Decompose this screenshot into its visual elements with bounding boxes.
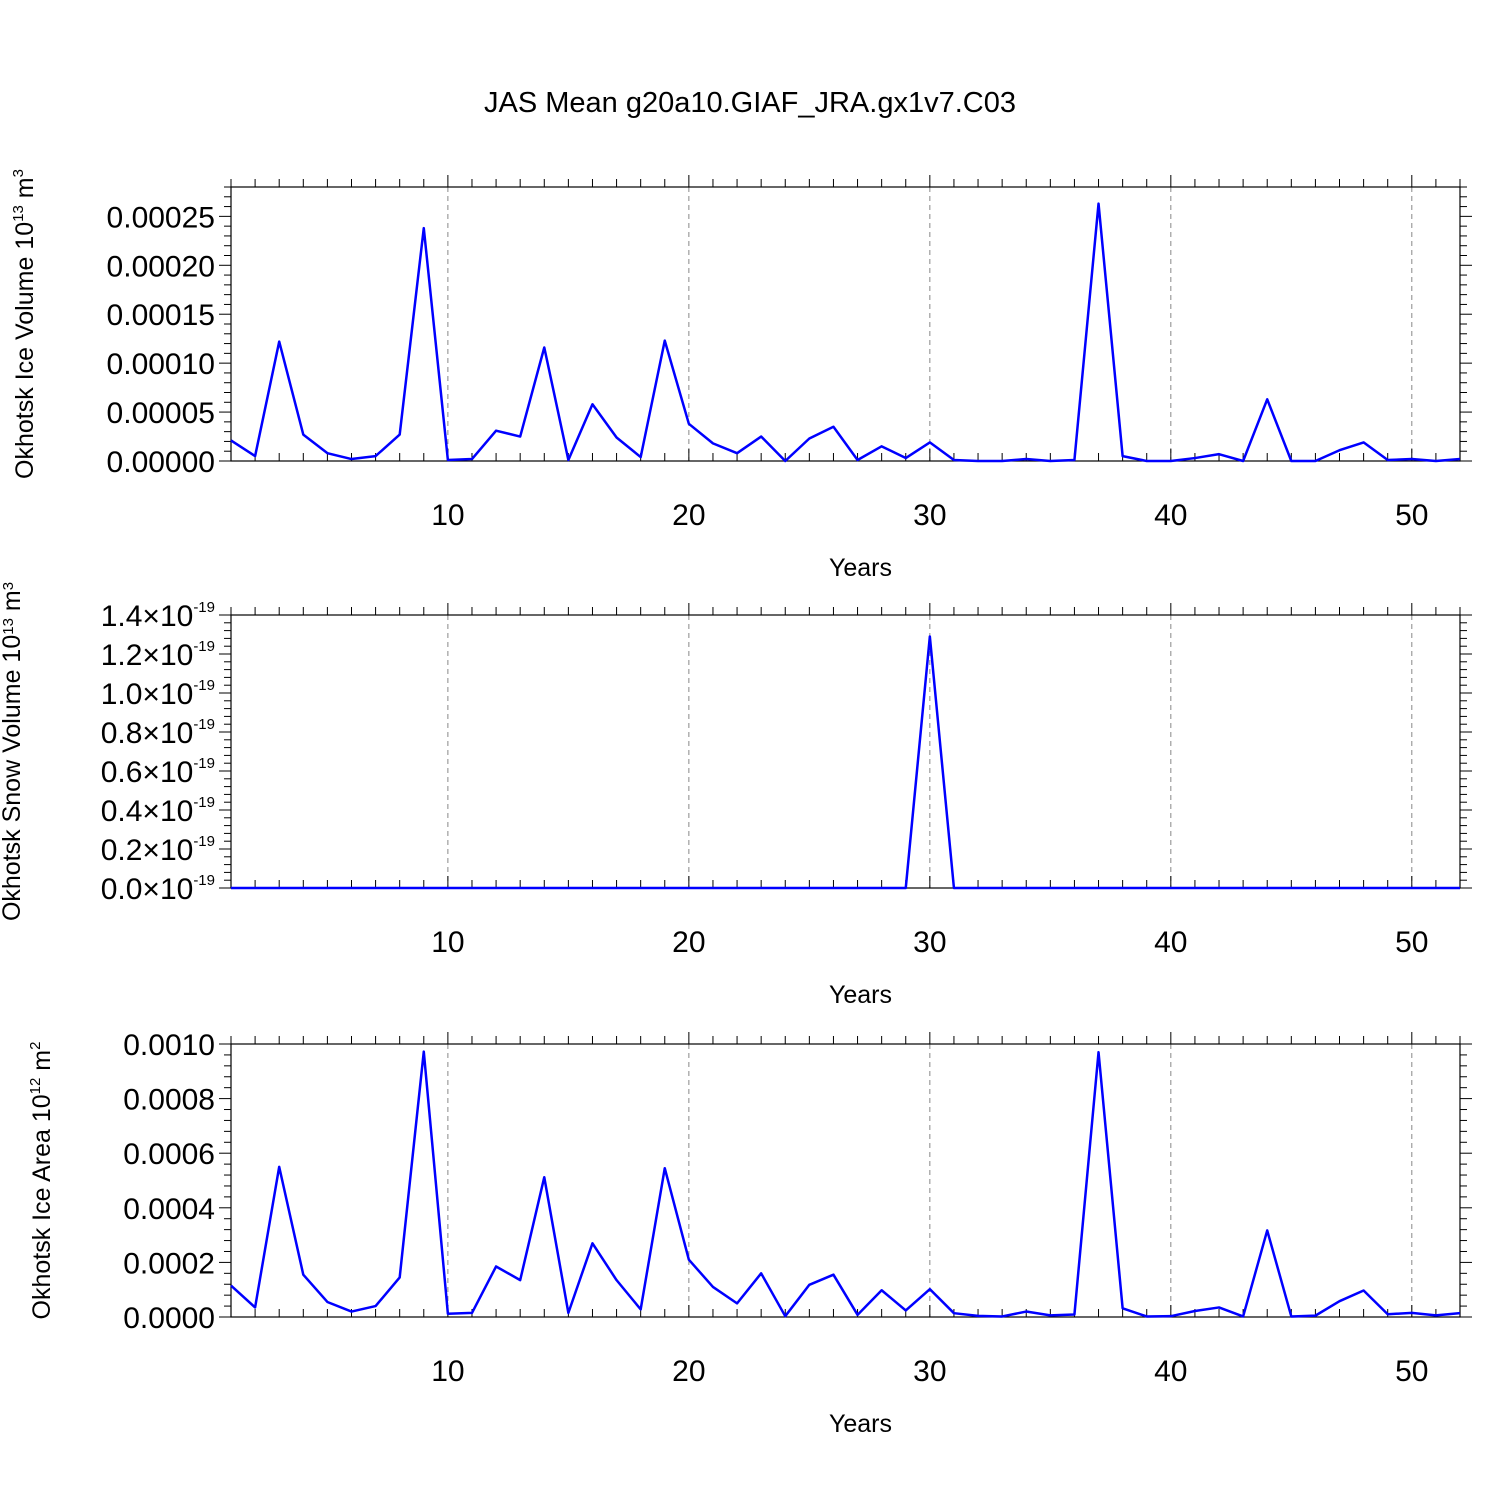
y-tick-label: 0.00025 (107, 201, 215, 234)
y-axis-label-base: Okhotsk Ice Area 10 (28, 1094, 56, 1319)
x-tick-label: 30 (913, 1355, 946, 1388)
y-tick-label-base: 0.0×10 (101, 873, 194, 906)
x-tick-label: 10 (431, 926, 464, 959)
x-tick-label: 20 (672, 499, 705, 532)
y-tick-label-exponent: -19 (193, 833, 215, 850)
y-tick-label: 0.00005 (107, 397, 215, 430)
y-axis-label-unit: m (28, 1050, 56, 1078)
x-tick-label: 40 (1154, 926, 1187, 959)
y-tick-label: 0.2×10-19 (101, 833, 215, 867)
y-tick-label: 0.0002 (123, 1247, 215, 1280)
plot-frame (230, 614, 1461, 889)
series-line-1 (231, 635, 1460, 890)
series-line-1 (230, 1050, 1461, 1318)
y-tick-label-base: 0.6×10 (101, 756, 194, 789)
y-tick-label-base: 1.0×10 (101, 678, 194, 711)
x-tick-label: 20 (672, 926, 705, 959)
y-axis-label: Okhotsk Ice Volume 1013 m3 (10, 169, 39, 479)
y-axis-label-exponent: 13 (0, 618, 17, 635)
y-axis-label-base: Okhotsk Ice Volume 10 (11, 222, 39, 479)
y-tick-label-exponent: -19 (193, 794, 215, 811)
y-axis-label-unit-exponent: 3 (10, 169, 27, 177)
y-axis-label-base: Okhotsk Snow Volume 10 (0, 635, 26, 921)
y-axis-label-exponent: 13 (10, 205, 27, 222)
y-tick-label-exponent: -19 (193, 716, 215, 733)
y-tick-label: 0.00020 (107, 250, 215, 283)
y-tick-label: 0.4×10-19 (101, 794, 215, 828)
y-tick-label-base: 0.2×10 (101, 834, 194, 867)
x-tick-label: 10 (431, 1355, 464, 1388)
x-tick-label: 50 (1395, 499, 1428, 532)
y-tick-label-base: 0.8×10 (101, 717, 194, 750)
y-tick-label: 0.00000 (107, 446, 215, 479)
x-tick-label: 40 (1154, 499, 1187, 532)
y-tick-label: 0.8×10-19 (101, 716, 215, 750)
plots-container: 10 20 30 40 50 0.00000 0.00005 0.00010 0.00015 0.… (0, 169, 1472, 1438)
x-tick-label: 20 (672, 1355, 705, 1388)
y-axis-label-unit-exponent: 2 (27, 1042, 44, 1050)
x-axis-label: Years (829, 1410, 892, 1438)
y-tick-label: 0.0006 (123, 1138, 215, 1171)
chart-panel-1: 10 20 30 40 50 0.00000 0.00005 0.00010 0.00015 0.… (10, 169, 1472, 582)
y-axis-label-exponent: 12 (27, 1078, 44, 1095)
y-tick-label-exponent: -19 (193, 755, 215, 772)
x-axis-label: Years (829, 554, 892, 582)
y-tick-label-exponent: -19 (193, 872, 215, 889)
y-tick-label-exponent: -19 (193, 677, 215, 694)
x-tick-label: 50 (1395, 1355, 1428, 1388)
y-tick-label: 0.0×10-19 (101, 872, 215, 906)
y-tick-label: 0.0008 (123, 1084, 215, 1117)
y-axis-label-unit: m (0, 590, 26, 618)
y-axis-label: Okhotsk Ice Area 1012 m2 (27, 1042, 56, 1320)
y-tick-label-exponent: -19 (193, 638, 215, 655)
y-axis-label-unit: m (11, 177, 39, 205)
y-tick-label-base: 0.4×10 (101, 795, 194, 828)
figure-title: JAS Mean g20a10.GIAF_JRA.gx1v7.C03 (484, 87, 1016, 119)
plot-frame (230, 1043, 1461, 1318)
y-tick-label: 0.0000 (123, 1302, 215, 1335)
y-tick-label: 1.4×10-19 (101, 599, 215, 633)
y-tick-label: 1.0×10-19 (101, 677, 215, 711)
y-axis-label-unit-exponent: 3 (0, 582, 17, 590)
x-tick-label: 10 (431, 499, 464, 532)
y-tick-label: 0.00015 (107, 299, 215, 332)
series-line-1 (230, 202, 1461, 463)
x-tick-label: 40 (1154, 1355, 1187, 1388)
y-tick-label: 0.6×10-19 (101, 755, 215, 789)
chart-panel-3: 10 20 30 40 50 0.0000 0.0002 0.0004 0.0006 0.0008… (27, 1029, 1472, 1438)
y-tick-label: 1.2×10-19 (101, 638, 215, 672)
x-tick-label: 30 (913, 499, 946, 532)
x-tick-label: 30 (913, 926, 946, 959)
y-tick-label-base: 1.2×10 (101, 639, 194, 672)
y-tick-label: 0.00010 (107, 348, 215, 381)
chart-panel-2: 10 20 30 40 500.0×10-190.2×10-190.4×10-190.6… (0, 582, 1472, 1009)
y-tick-label: 0.0004 (123, 1193, 215, 1226)
y-tick-label-base: 1.4×10 (101, 600, 194, 633)
y-tick-label: 0.0010 (123, 1029, 215, 1062)
x-tick-label: 50 (1395, 926, 1428, 959)
x-axis-label: Years (829, 981, 892, 1009)
y-axis-label: Okhotsk Snow Volume 1013 m3 (0, 582, 26, 921)
y-tick-label-exponent: -19 (193, 599, 215, 616)
